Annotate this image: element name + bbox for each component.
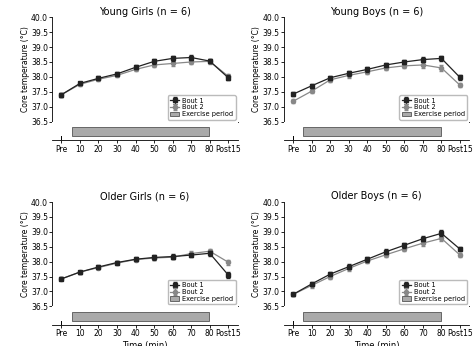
Title: Older Boys (n = 6): Older Boys (n = 6) [331, 191, 422, 201]
Bar [72, 311, 209, 320]
Legend: Bout 1, Bout 2, Exercise period: Bout 1, Bout 2, Exercise period [400, 95, 467, 119]
Title: Young Boys (n = 6): Young Boys (n = 6) [330, 7, 423, 17]
Bar [72, 127, 209, 136]
Title: Older Girls (n = 6): Older Girls (n = 6) [100, 191, 190, 201]
Legend: Bout 1, Bout 2, Exercise period: Bout 1, Bout 2, Exercise period [400, 280, 467, 304]
Y-axis label: Core temperature (°C): Core temperature (°C) [252, 27, 261, 112]
Y-axis label: Core temperature (°C): Core temperature (°C) [252, 211, 261, 297]
X-axis label: Time (min): Time (min) [354, 341, 399, 346]
Y-axis label: Core temperature (°C): Core temperature (°C) [20, 27, 29, 112]
Bar [303, 127, 440, 136]
X-axis label: Time (min): Time (min) [122, 341, 168, 346]
Legend: Bout 1, Bout 2, Exercise period: Bout 1, Bout 2, Exercise period [168, 95, 236, 119]
Bar [303, 311, 440, 320]
Legend: Bout 1, Bout 2, Exercise period: Bout 1, Bout 2, Exercise period [168, 280, 236, 304]
Y-axis label: Core temperature (°C): Core temperature (°C) [20, 211, 29, 297]
Title: Young Girls (n = 6): Young Girls (n = 6) [99, 7, 191, 17]
